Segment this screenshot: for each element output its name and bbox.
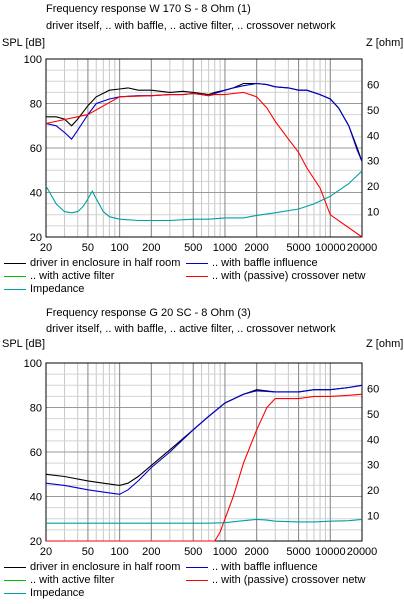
chart-subtitle: driver itself, .. with baffle, .. active… — [46, 20, 336, 32]
legend-label: .. with active filter — [30, 574, 115, 586]
x-tick-label: 5000 — [286, 546, 310, 558]
y-tick-label: 100 — [24, 358, 42, 370]
series-line-4 — [45, 170, 363, 222]
x-tick-label: 2000 — [244, 546, 268, 558]
chart-panel-w170s: Frequency response W 170 S - 8 Ohm (1) d… — [2, 3, 404, 295]
legend-item: Impedance — [4, 587, 84, 599]
legend-item: .. with baffle influence — [186, 561, 318, 573]
legend-swatch — [186, 566, 208, 568]
frequency-response-plot: 20 50 100 200 500 1000 2000 5000 10000 20000 20 40 6… — [24, 358, 380, 558]
legend-swatch — [4, 262, 26, 264]
y2-tick-label: 20 — [367, 485, 379, 497]
x-tick-label: 500 — [184, 242, 202, 254]
chart-title: Frequency response G 20 SC - 8 Ohm (3) — [46, 307, 251, 319]
legend-swatch — [186, 579, 208, 581]
y2-tick-label: 30 — [367, 156, 379, 168]
x-tick-label: 200 — [142, 242, 160, 254]
x-tick-label: 1000 — [213, 242, 237, 254]
y2-tick-label: 60 — [367, 383, 379, 395]
y-tick-label: 60 — [30, 143, 42, 155]
legend-item: driver in enclosure in half room — [4, 257, 180, 269]
x-tick-label: 500 — [184, 546, 202, 558]
plot-frame — [45, 58, 363, 238]
x-tick-label: 20 — [40, 546, 52, 558]
y-axis-label: SPL [dB] — [2, 37, 46, 49]
y2-tick-label: 10 — [367, 207, 379, 219]
y2-tick-label: 50 — [367, 409, 379, 421]
x-tick-label: 50 — [82, 546, 94, 558]
legend-label: Impedance — [30, 587, 85, 599]
legend-item: .. with (passive) crossover netw — [186, 574, 365, 586]
legend-item: .. with active filter — [4, 574, 114, 586]
legend-label: .. with active filter — [30, 270, 115, 282]
y-tick-label: 80 — [30, 403, 42, 415]
series-line-0 — [45, 384, 363, 486]
x-tick-label: 10000 — [315, 546, 346, 558]
y2-tick-label: 50 — [367, 105, 379, 117]
legend-item: Impedance — [4, 283, 84, 295]
legend-label: driver in enclosure in half room — [30, 561, 181, 573]
frequency-response-plot: 20 50 100 200 500 1000 2000 5000 10000 20000 20 40 6… — [24, 54, 380, 254]
series-line-3 — [46, 393, 363, 542]
legend-label: .. with (passive) crossover netw — [212, 574, 366, 586]
series-line-4 — [46, 518, 363, 524]
x-tick-label: 100 — [110, 546, 128, 558]
x-tick-label: 200 — [142, 546, 160, 558]
y2-tick-label: 40 — [367, 434, 379, 446]
y2-tick-label: 20 — [367, 181, 379, 193]
chart-panel-g20sc: Frequency response G 20 SC - 8 Ohm (3) d… — [0, 304, 404, 604]
x-tick-label: 2000 — [244, 242, 268, 254]
x-tick-label: 10000 — [315, 242, 346, 254]
y2-axis-label: Z [ohm] — [366, 37, 404, 49]
legend-label: driver in enclosure in half room — [30, 257, 181, 269]
legend-swatch — [4, 579, 26, 581]
y2-tick-label: 10 — [367, 511, 379, 523]
legend-swatch — [4, 592, 26, 594]
legend-label: Impedance — [30, 283, 85, 295]
y2-tick-label: 30 — [367, 460, 379, 472]
y-tick-label: 40 — [30, 492, 42, 504]
y2-tick-label: 40 — [367, 130, 379, 142]
legend-swatch — [4, 288, 26, 290]
y2-axis-label: Z [ohm] — [366, 338, 404, 350]
legend-item: .. with baffle influence — [186, 257, 318, 269]
legend-item: .. with (passive) crossover netw — [186, 270, 365, 282]
x-tick-label: 5000 — [286, 242, 310, 254]
x-tick-label: 100 — [110, 242, 128, 254]
x-tick-label: 1000 — [213, 546, 237, 558]
y-tick-label: 100 — [24, 54, 42, 66]
x-tick-label: 20000 — [347, 242, 378, 254]
y-tick-label: 80 — [30, 99, 42, 111]
x-tick-label: 50 — [82, 242, 94, 254]
legend-swatch — [186, 275, 208, 277]
series-line-1 — [45, 384, 363, 495]
legend-item: driver in enclosure in half room — [4, 561, 180, 573]
legend-label: .. with baffle influence — [212, 257, 318, 269]
legend-label: .. with baffle influence — [212, 561, 318, 573]
y-tick-label: 40 — [30, 188, 42, 200]
x-tick-label: 20 — [40, 242, 52, 254]
legend-swatch — [4, 566, 26, 568]
chart-subtitle: driver itself, .. with baffle, .. active… — [46, 323, 336, 335]
legend-swatch — [186, 262, 208, 264]
chart-title: Frequency response W 170 S - 8 Ohm (1) — [46, 3, 251, 15]
legend-item: .. with active filter — [4, 270, 114, 282]
legend-label: .. with (passive) crossover netw — [212, 270, 366, 282]
legend-swatch — [4, 275, 26, 277]
y2-tick-label: 60 — [367, 79, 379, 91]
y-tick-label: 20 — [30, 536, 42, 548]
series-line-3 — [45, 91, 363, 238]
y-tick-label: 20 — [30, 232, 42, 244]
y-tick-label: 60 — [30, 447, 42, 459]
x-tick-label: 20000 — [347, 546, 378, 558]
y-axis-label: SPL [dB] — [2, 338, 46, 350]
